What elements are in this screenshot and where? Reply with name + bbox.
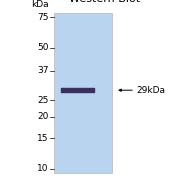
Text: Western Blot: Western Blot xyxy=(69,0,140,4)
Text: kDa: kDa xyxy=(31,0,49,9)
Text: 50: 50 xyxy=(37,43,49,52)
Text: 25: 25 xyxy=(37,96,49,105)
Text: 20: 20 xyxy=(37,112,49,121)
Text: 37: 37 xyxy=(37,66,49,75)
Text: 15: 15 xyxy=(37,134,49,143)
Text: 29kDa: 29kDa xyxy=(137,86,166,95)
Bar xyxy=(54,13,112,173)
Text: 10: 10 xyxy=(37,165,49,174)
Text: 75: 75 xyxy=(37,13,49,22)
